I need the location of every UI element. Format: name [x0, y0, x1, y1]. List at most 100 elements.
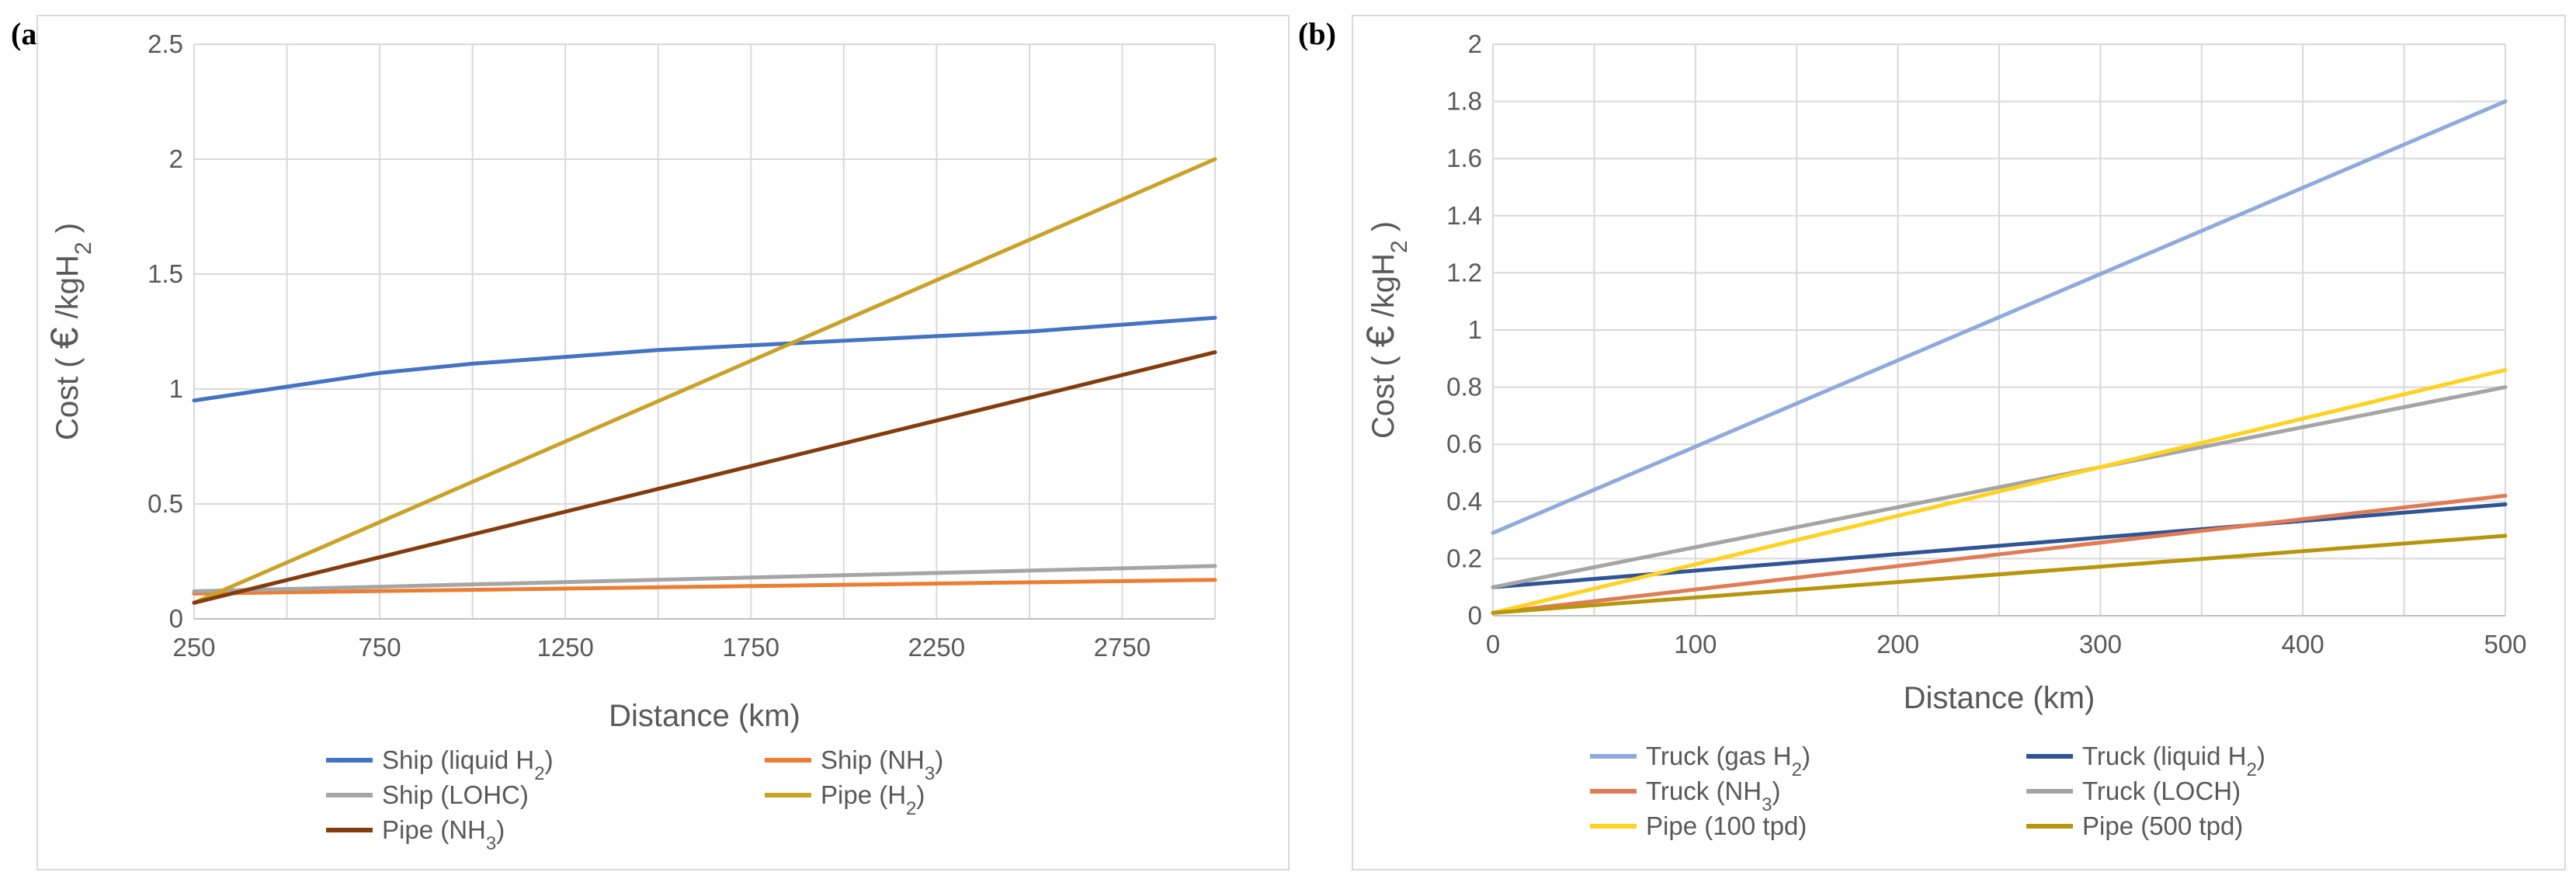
legend-entry: Truck (LOCH)	[2082, 777, 2241, 805]
series-line	[1491, 99, 2508, 535]
x-tick-label: 500	[2484, 630, 2526, 658]
legend-entry-suffix: )	[1772, 777, 1780, 805]
chart-a: 0 0.5 1 1.5 2 2.5 250 750 1250 1750 2250 2750 Distan…	[36, 15, 1290, 870]
y-tick-label: 1.6	[1446, 144, 1482, 172]
legend-entry: Pipe (500 tpd)	[2082, 811, 2243, 840]
legend-entry: Pipe (100 tpd)	[1646, 811, 1807, 840]
x-tick-label: 1750	[723, 633, 779, 662]
legend-entry-name: Truck (gas H	[1646, 742, 1792, 770]
legend-entry-sub: 2	[1792, 759, 1802, 780]
series-line	[1491, 368, 2508, 615]
y-axis-title-suffix: )	[1366, 221, 1401, 240]
legend-entry-suffix: )	[2257, 742, 2265, 770]
y-axis-title: Cost ( € /kgH2 )	[43, 223, 96, 440]
legend: Ship (liquid H2) Ship (NH3)Ship (LOHC) Pip…	[326, 745, 943, 854]
y-tick-label: 0	[1468, 601, 1482, 630]
legend-entry-suffix: )	[496, 815, 505, 844]
y-axis-title-unit: /kgH	[50, 255, 85, 327]
legend: Truck (gas H2) Truck (liquid H2)Truck (NH…	[1590, 742, 2265, 840]
y-tick-label: 1.5	[148, 259, 183, 288]
x-tick-label: 400	[2282, 630, 2324, 658]
chart-b: 0 0.2 0.4 0.6 0.8 1 1.2 1.4 1.6 1.8 2 0 100 200 300 400…	[1352, 15, 2566, 870]
legend-entry: Truck (NH3)	[1646, 777, 1780, 815]
x-tick-label: 2750	[1094, 633, 1151, 662]
x-tick-label: 250	[172, 633, 215, 662]
y-tick-label: 2.5	[148, 30, 183, 58]
y-tick-label: 1.4	[1446, 201, 1482, 230]
legend-entry-name: Truck (NH	[1646, 777, 1762, 805]
x-tick-label: 100	[1674, 630, 1717, 658]
legend-entry: Truck (liquid H2)	[2082, 742, 2265, 780]
y-tick-label: 0.2	[1446, 544, 1482, 572]
legend-entry-name: Ship (LOHC)	[382, 780, 529, 809]
legend-entry-suffix: )	[935, 745, 943, 774]
x-tick-label: 2250	[908, 633, 965, 662]
y-tick-label: 0.4	[1446, 487, 1482, 516]
x-tick-label: 1250	[536, 633, 593, 662]
legend-entry-sub: 2	[906, 798, 916, 819]
legend-entry-suffix: )	[545, 745, 554, 774]
legend-entry-suffix: )	[916, 780, 925, 809]
series-group	[1491, 99, 2508, 615]
x-tick-label: 300	[2079, 630, 2122, 658]
y-axis-title: Cost ( € /kgH2 )	[1359, 221, 1412, 439]
legend-entry-name: Truck (liquid H	[2082, 742, 2247, 770]
series-line	[1491, 533, 2508, 615]
x-axis-title: Distance (km)	[1904, 681, 2095, 715]
y-tick-label: 0.8	[1446, 373, 1482, 401]
series-line	[1491, 385, 2508, 589]
legend-entry: Pipe (NH3)	[382, 815, 505, 854]
y-axis-title-sub: 2	[71, 241, 96, 255]
x-tick-label: 750	[359, 633, 401, 662]
y-axis-title-prefix: Cost (	[1366, 347, 1401, 439]
legend-entry-sub: 3	[486, 833, 496, 854]
x-tick-label: 200	[1876, 630, 1919, 658]
chart-frame	[1352, 15, 2566, 870]
panel-label-b: (b)	[1298, 16, 1336, 51]
series-line	[192, 315, 1217, 403]
euro-symbol: €	[1359, 325, 1402, 347]
series-line	[192, 157, 1217, 605]
legend-entry-name: Ship (NH	[821, 745, 925, 774]
y-tick-label: 1.8	[1446, 87, 1482, 116]
y-tick-label: 1	[1468, 315, 1482, 344]
gridlines	[1492, 43, 2506, 617]
y-tick-label: 2	[169, 144, 183, 173]
y-tick-label: 1.2	[1446, 258, 1482, 287]
y-tick-label: 2	[1468, 30, 1482, 58]
series-group	[192, 157, 1217, 605]
legend-entry-suffix: )	[1802, 742, 1810, 770]
legend-entry-sub: 3	[1762, 794, 1772, 815]
legend-entry: Ship (NH3)	[821, 745, 943, 784]
x-tick-label: 0	[1486, 630, 1500, 658]
legend-entry-sub: 2	[534, 763, 544, 784]
legend-entry-name: Pipe (NH	[382, 815, 486, 844]
y-tick-label: 1	[169, 374, 183, 403]
euro-symbol: €	[43, 327, 86, 349]
legend-entry: Ship (LOHC)	[382, 780, 529, 809]
legend-entry-sub: 2	[2247, 759, 2257, 780]
series-line	[1491, 493, 2508, 615]
legend-entry-name: Truck (LOCH)	[2082, 777, 2241, 805]
legend-entry-name: Pipe (100 tpd)	[1646, 811, 1807, 840]
y-axis-title-sub: 2	[1387, 240, 1412, 253]
series-line	[192, 578, 1217, 596]
y-axis-title-suffix: )	[50, 223, 85, 241]
series-line	[192, 350, 1217, 605]
legend-entry-sub: 3	[925, 763, 935, 784]
legend-entry-name: Ship (liquid H	[382, 745, 534, 774]
legend-entry: Truck (gas H2)	[1646, 742, 1810, 780]
legend-entry: Pipe (H2)	[821, 780, 925, 819]
legend-entry: Ship (liquid H2)	[382, 745, 554, 784]
y-tick-label: 0.5	[148, 489, 183, 518]
y-axis-title-prefix: Cost (	[50, 349, 85, 440]
legend-entry-name: Pipe (H	[821, 780, 906, 809]
y-tick-label: 0	[169, 604, 183, 633]
chart-frame	[36, 15, 1290, 870]
x-axis-title: Distance (km)	[609, 699, 800, 733]
y-tick-label: 0.6	[1446, 429, 1482, 458]
legend-entry-name: Pipe (500 tpd)	[2082, 811, 2243, 840]
y-axis-title-unit: /kgH	[1366, 253, 1401, 325]
series-line	[192, 564, 1217, 593]
